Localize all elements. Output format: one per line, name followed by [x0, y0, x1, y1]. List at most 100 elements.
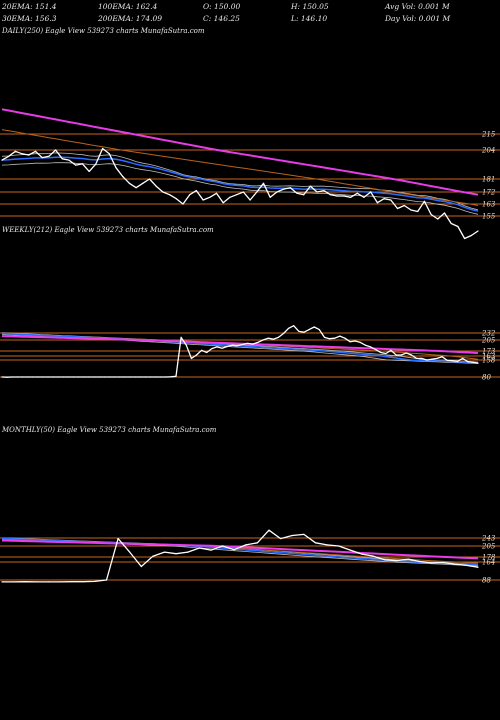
- price-point: [316, 191, 318, 193]
- ema200-readout: 200EMA: 174.09: [98, 14, 163, 23]
- price-point: [385, 352, 387, 355]
- level-label: 205: [481, 543, 496, 551]
- price-point: [247, 342, 249, 344]
- price-point: [361, 553, 363, 555]
- price-point: [407, 558, 409, 560]
- price-point: [154, 376, 157, 378]
- ema200-line: [1, 335, 479, 354]
- price-point: [456, 360, 459, 362]
- price-point: [78, 376, 80, 378]
- monthly-panel-title: MONTHLY(50) Eagle View 539273 charts Mun…: [2, 426, 217, 434]
- price-point: [103, 376, 105, 378]
- price-point: [21, 153, 23, 155]
- open-readout: O: 150.00: [203, 2, 241, 11]
- price-point: [170, 376, 172, 378]
- price-point: [396, 560, 398, 562]
- price-point: [122, 175, 124, 178]
- price-point: [1, 581, 3, 583]
- price-point: [339, 335, 341, 337]
- price-point: [42, 376, 44, 378]
- price-point: [289, 187, 291, 189]
- high-readout: H: 150.05: [291, 2, 329, 11]
- price-point: [71, 581, 73, 583]
- price-point: [417, 210, 419, 213]
- level-label: 155: [482, 213, 496, 221]
- price-point: [380, 351, 382, 354]
- price-point: [75, 164, 77, 166]
- price-point: [431, 358, 433, 360]
- price-point: [267, 337, 269, 339]
- price-point: [27, 376, 29, 378]
- price-point: [282, 332, 285, 335]
- price-point: [350, 196, 352, 198]
- price-point: [1, 159, 3, 161]
- price-point: [470, 234, 472, 237]
- price-point: [222, 545, 224, 547]
- price-point: [313, 326, 315, 328]
- price-point: [477, 362, 479, 364]
- price-point: [185, 344, 187, 346]
- price-point: [36, 581, 38, 583]
- price-point: [62, 376, 64, 378]
- price-point: [288, 327, 290, 329]
- price-point: [462, 357, 464, 359]
- price-point: [242, 343, 244, 346]
- price-point: [98, 376, 100, 378]
- price-point: [32, 376, 34, 378]
- price-point: [16, 376, 18, 378]
- price-point: [252, 343, 254, 345]
- price-point: [416, 357, 418, 359]
- price-point: [430, 213, 432, 216]
- price-point: [202, 199, 204, 201]
- price-point: [108, 153, 110, 155]
- price-point: [369, 346, 372, 348]
- price-point: [457, 225, 459, 228]
- price-point: [190, 357, 192, 359]
- ema20-readout: 20EMA: 151.4: [2, 2, 57, 11]
- price-point: [142, 182, 144, 184]
- price-point: [326, 544, 328, 546]
- price-point: [419, 561, 421, 563]
- price-point: [318, 329, 320, 331]
- price-point: [314, 542, 317, 544]
- level-label: 178: [482, 554, 496, 562]
- price-point: [95, 163, 97, 165]
- ema-blue-line: [1, 156, 479, 212]
- price-point: [464, 237, 466, 240]
- level-label: 204: [481, 147, 495, 155]
- price-point: [47, 376, 49, 378]
- price-point: [55, 149, 57, 151]
- price-point: [195, 190, 197, 192]
- price-point: [268, 529, 270, 531]
- price-point: [364, 344, 366, 346]
- price-point: [298, 330, 300, 332]
- price-point: [160, 376, 162, 378]
- price-point: [272, 338, 274, 340]
- price-point: [336, 195, 338, 197]
- price-point: [187, 551, 189, 553]
- price-point: [144, 376, 146, 378]
- price-point: [6, 376, 8, 378]
- price-point: [383, 198, 385, 200]
- price-point: [338, 545, 340, 547]
- price-point: [451, 360, 453, 362]
- price-point: [423, 200, 425, 202]
- price-point: [102, 147, 104, 150]
- price-point: [395, 354, 397, 356]
- price-point: [155, 185, 157, 187]
- price-point: [293, 325, 295, 327]
- level-label: 232: [481, 330, 496, 338]
- price-point: [349, 341, 351, 343]
- daily-chart: 215 204 181 172 163 155: [0, 108, 500, 240]
- level-label: 163: [482, 353, 496, 361]
- price-point: [450, 222, 452, 225]
- price-point: [34, 150, 37, 152]
- price-point: [396, 207, 399, 210]
- price-point: [13, 581, 15, 583]
- price-point: [283, 188, 285, 190]
- price-point: [472, 361, 474, 363]
- price-point: [93, 376, 95, 378]
- price-point: [446, 359, 448, 361]
